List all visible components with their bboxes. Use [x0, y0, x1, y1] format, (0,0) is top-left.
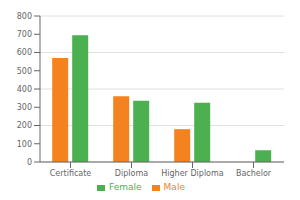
svg-text:800: 800: [17, 12, 32, 21]
html-text:Female: Female: [109, 182, 142, 192]
svg-text:700: 700: [17, 30, 32, 39]
svg-text:Higher Diploma: Higher Diploma: [161, 169, 224, 178]
html-text:Male: Male: [163, 182, 185, 192]
svg-text:400: 400: [17, 85, 32, 94]
svg-text:Certificate: Certificate: [50, 169, 92, 178]
svg-text:200: 200: [17, 121, 32, 130]
svg-text:Diploma: Diploma: [115, 169, 148, 178]
svg-text:300: 300: [17, 103, 32, 112]
svg-text:500: 500: [17, 67, 32, 76]
svg-text:100: 100: [17, 140, 32, 149]
svg-text:600: 600: [17, 48, 32, 57]
svg-text:0: 0: [27, 158, 32, 167]
svg-text:Bachelor: Bachelor: [236, 169, 272, 178]
